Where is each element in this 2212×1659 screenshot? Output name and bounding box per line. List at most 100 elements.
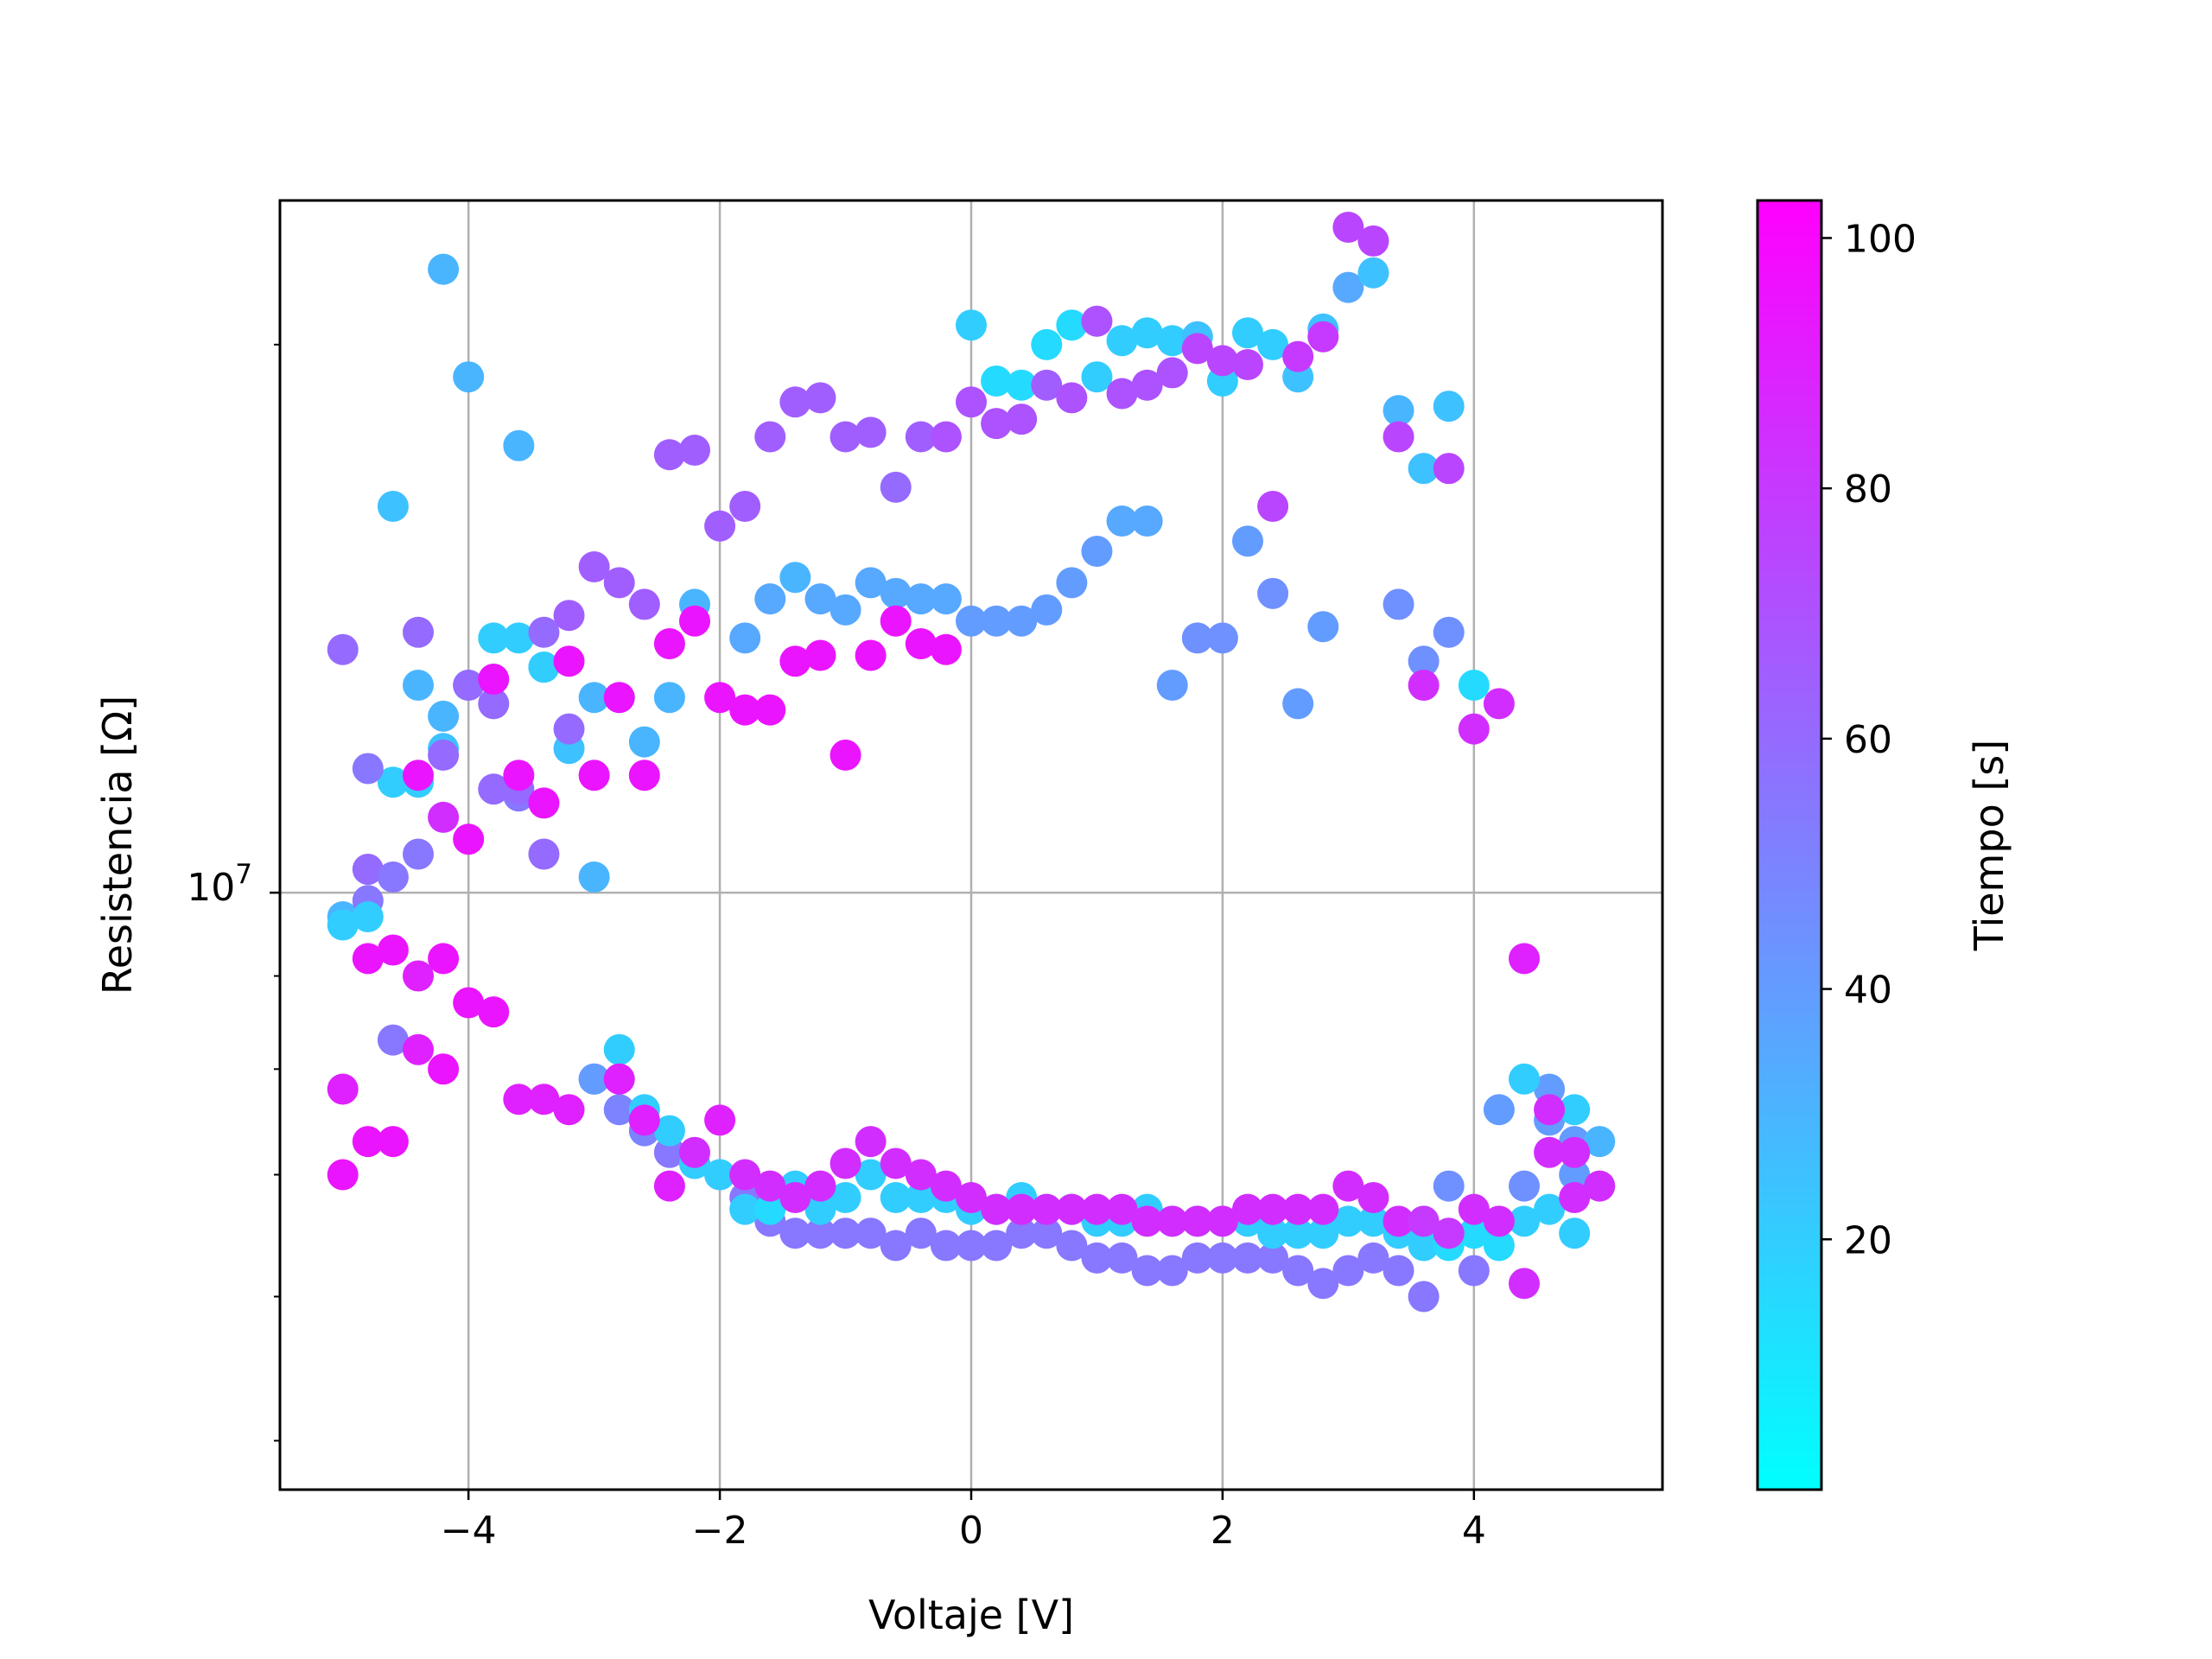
data-point — [1458, 670, 1490, 702]
data-point — [1156, 1255, 1188, 1287]
data-point — [1181, 622, 1213, 654]
data-point — [1458, 1193, 1490, 1225]
data-point — [729, 1193, 761, 1225]
data-point — [1056, 309, 1088, 341]
data-point — [1332, 271, 1364, 303]
data-point — [503, 429, 535, 461]
y-tick-label-10e7: 107 — [187, 859, 252, 910]
data-point — [1534, 1136, 1566, 1168]
data-point — [1206, 1242, 1238, 1274]
data-point — [1006, 404, 1038, 435]
data-point — [779, 1217, 811, 1249]
data-point — [905, 1217, 937, 1249]
data-point — [855, 1159, 887, 1191]
data-point — [956, 309, 987, 341]
data-point — [478, 622, 510, 654]
data-point — [478, 996, 510, 1028]
data-point — [1131, 369, 1163, 401]
data-point — [327, 1159, 359, 1191]
data-point — [553, 1094, 585, 1126]
data-point — [1307, 321, 1339, 353]
data-point — [653, 1136, 685, 1168]
data-point — [679, 605, 710, 637]
data-point — [1232, 349, 1263, 381]
data-point — [1584, 1170, 1616, 1202]
data-point — [905, 628, 937, 660]
data-point — [754, 421, 786, 453]
data-point — [1559, 1136, 1591, 1168]
data-point — [503, 760, 535, 791]
data-point — [653, 439, 685, 471]
data-point — [403, 1033, 434, 1065]
data-point — [930, 421, 962, 453]
data-point — [1056, 567, 1088, 599]
data-point — [377, 766, 409, 798]
data-point — [1156, 1205, 1188, 1237]
data-point — [981, 605, 1013, 637]
data-point — [1458, 713, 1490, 745]
data-point — [704, 510, 736, 542]
data-point — [377, 491, 409, 523]
data-point — [905, 583, 937, 615]
data-point — [1081, 536, 1113, 568]
data-point — [1433, 616, 1465, 648]
data-point — [1257, 491, 1289, 523]
data-point — [528, 1084, 560, 1116]
data-point — [1458, 1255, 1490, 1287]
data-point — [553, 645, 585, 677]
data-point — [1031, 328, 1063, 360]
data-point — [603, 1063, 635, 1095]
data-point — [377, 1126, 409, 1158]
data-point — [1081, 1193, 1113, 1225]
data-point — [1232, 525, 1263, 557]
data-point — [327, 633, 359, 665]
data-point — [804, 639, 836, 671]
data-point — [1131, 1255, 1163, 1287]
data-point — [578, 861, 610, 893]
data-point — [1081, 1242, 1113, 1274]
data-point — [1509, 1170, 1540, 1202]
data-point — [528, 838, 560, 870]
data-point — [428, 700, 460, 732]
data-point — [1006, 1193, 1038, 1225]
colorbar-label: Tiempo [s] — [1966, 740, 2012, 951]
data-point — [930, 583, 962, 615]
data-point — [729, 694, 761, 726]
colorbar-ticks: 20 40 60 80 100 — [1821, 217, 1916, 1262]
data-point — [1408, 1205, 1440, 1237]
data-point — [1357, 1182, 1389, 1214]
data-point — [1307, 611, 1339, 643]
data-point — [729, 1159, 761, 1191]
data-point — [1332, 1205, 1364, 1237]
data-point — [1106, 1242, 1138, 1274]
data-point — [528, 616, 560, 648]
data-point — [981, 365, 1013, 397]
data-point — [428, 1053, 460, 1085]
data-point — [754, 694, 786, 726]
data-point — [1408, 670, 1440, 702]
data-point — [352, 943, 384, 975]
data-point — [352, 753, 384, 785]
data-point — [830, 739, 861, 771]
data-point — [779, 645, 811, 677]
data-point — [1509, 1205, 1540, 1237]
data-point — [1433, 391, 1465, 423]
data-point — [930, 1170, 962, 1202]
data-point — [905, 1182, 937, 1214]
data-point — [327, 1073, 359, 1105]
data-point — [653, 682, 685, 714]
x-tick-label: 0 — [959, 1509, 983, 1553]
data-point — [1357, 257, 1389, 289]
data-point — [653, 628, 685, 660]
data-point — [956, 605, 987, 637]
data-point — [1106, 378, 1138, 410]
data-point — [403, 616, 434, 648]
data-point — [729, 491, 761, 523]
data-point — [855, 1217, 887, 1249]
data-point — [1282, 1255, 1314, 1287]
data-point — [403, 760, 434, 791]
colorbar-tick-label: 80 — [1844, 467, 1892, 512]
data-point — [1382, 588, 1414, 620]
data-point — [653, 1115, 685, 1147]
data-point — [403, 838, 434, 870]
